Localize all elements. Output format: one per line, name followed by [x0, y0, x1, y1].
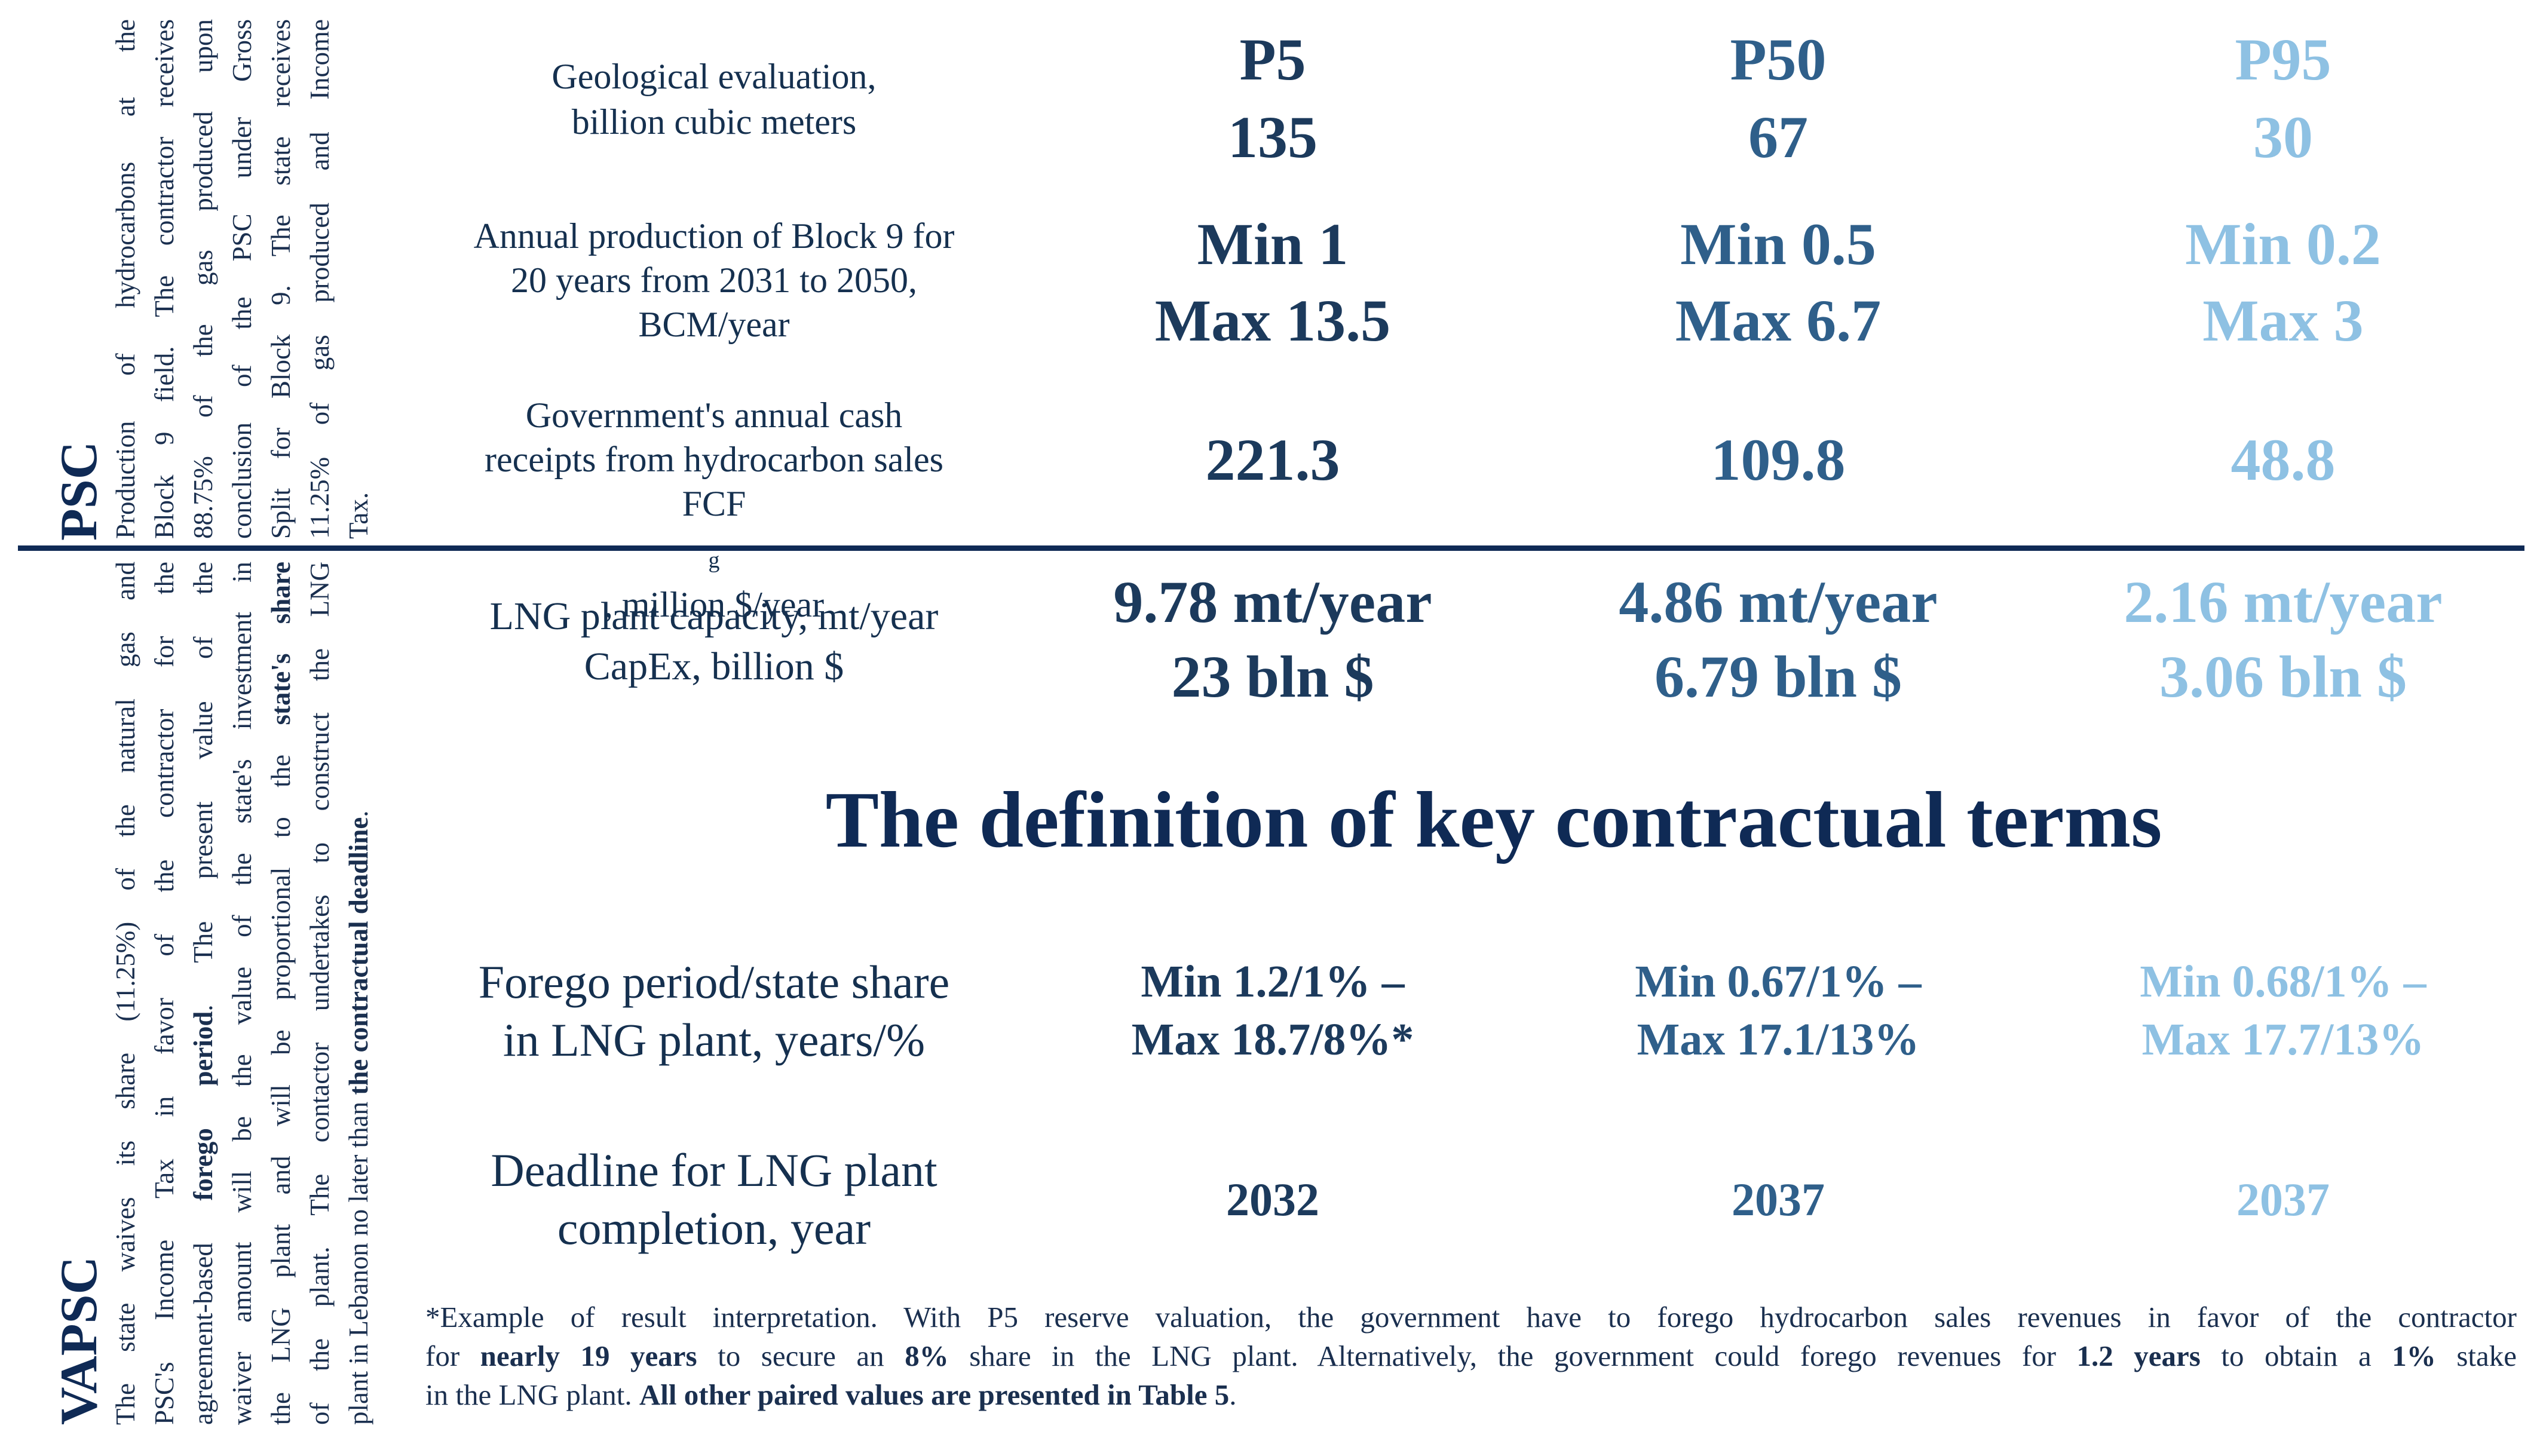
value-deadline-p5: 2032	[1226, 1173, 1319, 1225]
psc-text-line: conclusion of the PSC under Gross	[227, 19, 257, 539]
psc-text-line: 88.75% of the gas produced upon	[188, 19, 218, 539]
value-production-p5: Min 1 Max 13.5	[1154, 211, 1391, 354]
vapsc-label: VAPSC	[50, 1256, 108, 1425]
value-forego-p50: Min 0.67/1% – Max 17.1/13%	[1635, 957, 1922, 1065]
column-header-p50: P50	[1730, 26, 1827, 93]
vapsc-text-line: waiver amount will be the value of the s…	[227, 562, 257, 1425]
value-deadline-p50: 2037	[1732, 1173, 1825, 1225]
section-divider	[18, 545, 2524, 551]
column-header-p5: P5	[1239, 26, 1306, 93]
value-lng-p50: 4.86 mt/year 6.79 bln $	[1619, 569, 1938, 710]
row-label-forego-period: Forego period/state share in LNG plant, …	[478, 956, 950, 1066]
value-lng-p5: 9.78 mt/year 23 bln $	[1113, 569, 1432, 710]
value-forego-p95: Min 0.68/1% – Max 17.7/13%	[2140, 957, 2426, 1065]
value-cash-p5: 221.3	[1205, 427, 1340, 493]
value-geological-p5: 135	[1228, 104, 1318, 170]
psc-text-line: Tax.	[344, 492, 373, 539]
value-deadline-p95: 2037	[2236, 1173, 2330, 1225]
vapsc-text-line: agreement-based forego period. The prese…	[188, 562, 218, 1425]
value-cash-p50: 109.8	[1711, 427, 1846, 493]
value-production-p50: Min 0.5 Max 6.7	[1675, 211, 1882, 354]
footnote-line: in the LNG plant. All other paired value…	[425, 1378, 1237, 1411]
psc-label: PSC	[50, 441, 108, 541]
footnote: *Example of result interpretation. With …	[425, 1298, 2517, 1414]
psc-text-line: Block 9 field. The contractor receives	[149, 19, 179, 539]
row-label-deadline: Deadline for LNG plant completion, year	[491, 1144, 937, 1254]
row-label-geological: Geological evaluation, billion cubic met…	[551, 57, 877, 142]
row-label-production: Annual production of Block 9 for 20 year…	[473, 216, 955, 344]
vapsc-text-line: The state waives its share (11.25%) of t…	[111, 562, 140, 1425]
value-geological-p50: 67	[1748, 104, 1808, 170]
vapsc-text-line: the LNG plant and will be proportional t…	[266, 562, 296, 1425]
section-title: The definition of key contractual terms	[825, 775, 2162, 864]
value-geological-p95: 30	[2253, 104, 2313, 170]
value-production-p95: Min 0.2 Max 3	[2185, 211, 2381, 354]
value-forego-p5: Min 1.2/1% – Max 18.7/8%*	[1131, 957, 1414, 1065]
footnote-line: *Example of result interpretation. With …	[425, 1301, 2517, 1334]
psc-text-line: Production of hydrocarbons at the	[111, 19, 140, 539]
psc-text-line: Split for Block 9. The state receives	[266, 19, 296, 539]
vapsc-text-line: of the plant. The contactor undertakes t…	[305, 562, 335, 1425]
footnote-line: for nearly 19 years to secure an 8% shar…	[425, 1339, 2517, 1372]
vapsc-text-line: plant in Lebanon no later than the contr…	[344, 810, 373, 1425]
row-label-cash-receipts: Government's annual cash receipts from h…	[484, 396, 944, 624]
value-lng-p95: 2.16 mt/year 3.06 bln $	[2124, 569, 2443, 710]
row-label-lng-capacity: LNG plant capacity, mt/year CapEx, billi…	[489, 594, 939, 688]
psc-description: Production of hydrocarbons at the Block …	[106, 19, 378, 539]
value-cash-p95: 48.8	[2230, 427, 2336, 493]
vapsc-description: The state waives its share (11.25%) of t…	[106, 562, 378, 1425]
vapsc-text-line: PSC's Income Tax in favor of the contrac…	[149, 562, 179, 1425]
column-header-p95: P95	[2235, 26, 2331, 93]
psc-text-line: 11.25% of gas produced and Income	[305, 19, 335, 539]
